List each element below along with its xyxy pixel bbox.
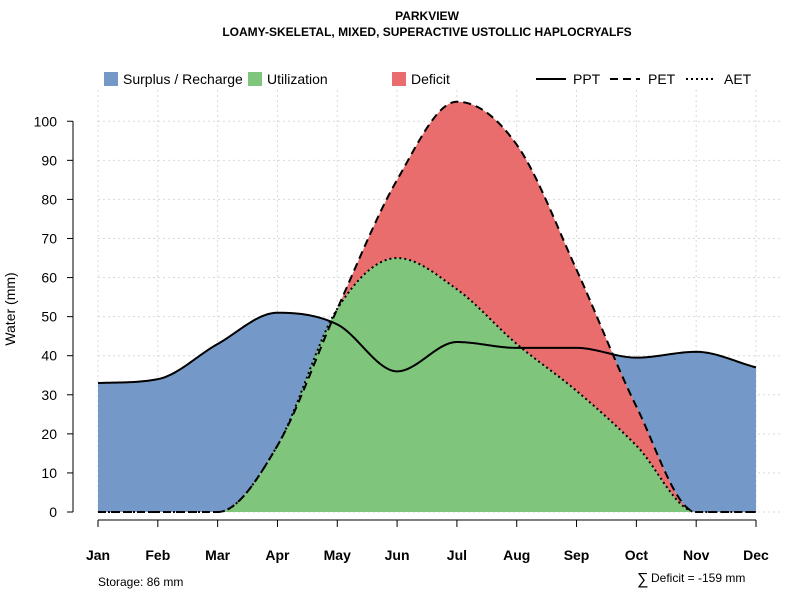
- area-deficit: [98, 101, 756, 512]
- y-tick-label: 60: [41, 270, 57, 286]
- y-tick-label: 70: [41, 230, 57, 246]
- legend-label-ppt: PPT: [573, 71, 601, 87]
- sum-symbol: ∑: [637, 571, 648, 588]
- water-balance-areas: [98, 101, 756, 512]
- legend-swatch-utilization: [248, 72, 262, 86]
- series-line-pet: [98, 100, 756, 513]
- legend-label-surplus: Surplus / Recharge: [123, 71, 243, 87]
- x-tick-label: Jun: [385, 547, 410, 563]
- y-axis-label: Water (mm): [2, 272, 18, 345]
- x-tick-label: Jul: [447, 547, 467, 563]
- x-tick-label: May: [324, 547, 351, 563]
- area-utilization: [98, 258, 756, 512]
- y-tick-label: 0: [49, 504, 57, 520]
- y-tick-label: 20: [41, 426, 57, 442]
- legend-label-aet: AET: [724, 71, 752, 87]
- x-tick-label: Apr: [265, 547, 290, 563]
- x-tick-label: Oct: [625, 547, 649, 563]
- x-tick-label: Feb: [145, 547, 170, 563]
- y-tick-label: 100: [34, 113, 58, 129]
- y-tick-label: 30: [41, 387, 57, 403]
- x-tick-label: Aug: [503, 547, 530, 563]
- y-tick-label: 90: [41, 152, 57, 168]
- series-line-ppt: [97, 311, 757, 385]
- chart-title: PARKVIEW: [395, 9, 459, 23]
- x-tick-labels: Jan Feb Mar Apr May Jun Jul Aug Sep Oct Nov Dec: [86, 547, 769, 563]
- y-tick-labels: 0 10 20 30 40 50 60 70 80 90 100: [34, 113, 58, 520]
- legend-swatch-deficit: [392, 72, 406, 86]
- area-surplus-recharge: [98, 312, 756, 512]
- y-tick-label: 80: [41, 191, 57, 207]
- storage-annotation: Storage: 86 mm: [98, 575, 183, 589]
- chart-subtitle: LOAMY-SKELETAL, MIXED, SUPERACTIVE USTOL…: [222, 25, 631, 39]
- axes: [67, 120, 757, 527]
- series-line-aet: [98, 257, 756, 513]
- x-tick-label: Dec: [743, 547, 769, 563]
- y-tick-label: 50: [41, 309, 57, 325]
- x-tick-label: Mar: [205, 547, 230, 563]
- y-tick-label: 10: [41, 465, 57, 481]
- legend-swatch-surplus: [104, 72, 118, 86]
- deficit-annotation: Deficit = -159 mm: [651, 571, 745, 585]
- legend-label-utilization: Utilization: [267, 71, 328, 87]
- series-lines: [97, 100, 757, 513]
- x-tick-label: Sep: [564, 547, 590, 563]
- legend-label-deficit: Deficit: [411, 71, 450, 87]
- x-tick-label: Jan: [86, 547, 110, 563]
- x-tick-label: Nov: [683, 547, 710, 563]
- y-tick-label: 40: [41, 348, 57, 364]
- legend-label-pet: PET: [648, 71, 676, 87]
